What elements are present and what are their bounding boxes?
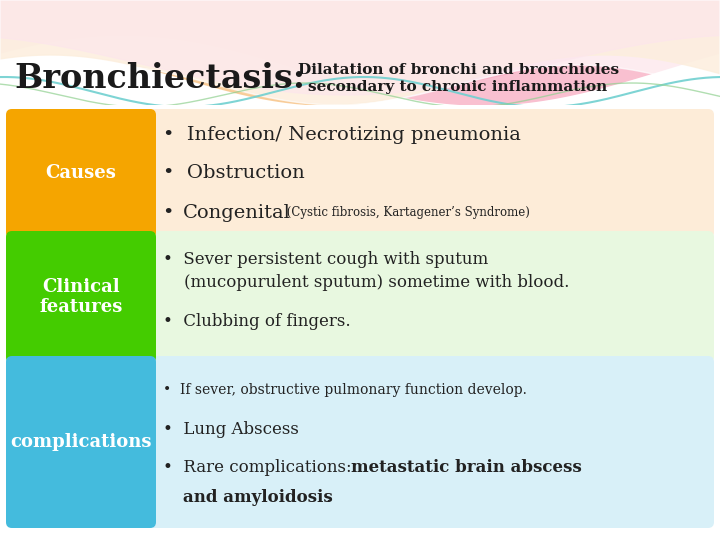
FancyBboxPatch shape [6,231,156,363]
Text: Dilatation of bronchi and bronchioles: Dilatation of bronchi and bronchioles [298,63,619,77]
Text: •  If sever, obstructive pulmonary function develop.: • If sever, obstructive pulmonary functi… [163,383,527,397]
Text: Causes: Causes [45,165,117,183]
Text: complications: complications [10,433,152,451]
Text: •  Lung Abscess: • Lung Abscess [163,422,299,438]
Text: •  Infection/ Necrotizing pneumonia: • Infection/ Necrotizing pneumonia [163,125,521,144]
Text: Clinical
features: Clinical features [40,278,122,316]
Text: secondary to chronic inflammation: secondary to chronic inflammation [308,80,607,94]
Text: •  Sever persistent cough with sputum
    (mucopurulent sputum) sometime with bl: • Sever persistent cough with sputum (mu… [163,251,570,291]
Text: metastatic brain abscess: metastatic brain abscess [351,458,582,476]
Text: •  Clubbing of fingers.: • Clubbing of fingers. [163,313,351,329]
Text: •: • [163,204,187,221]
FancyBboxPatch shape [6,356,156,528]
FancyBboxPatch shape [6,109,714,238]
Polygon shape [0,0,720,105]
Text: and amyloidosis: and amyloidosis [183,489,333,505]
Polygon shape [0,0,720,105]
Polygon shape [0,0,720,105]
Polygon shape [0,0,720,95]
Text: •  Obstruction: • Obstruction [163,165,305,183]
FancyBboxPatch shape [6,109,156,238]
Text: •  Rare complications:: • Rare complications: [163,458,357,476]
Bar [0,105,720,540]
FancyBboxPatch shape [6,231,714,363]
Text: Bronchiectasis:: Bronchiectasis: [14,62,305,94]
Text: .: . [325,489,330,505]
FancyBboxPatch shape [6,356,714,528]
Text: Congenital: Congenital [183,204,291,221]
Text: (Cystic fibrosis, Kartagener’s Syndrome): (Cystic fibrosis, Kartagener’s Syndrome) [283,206,530,219]
